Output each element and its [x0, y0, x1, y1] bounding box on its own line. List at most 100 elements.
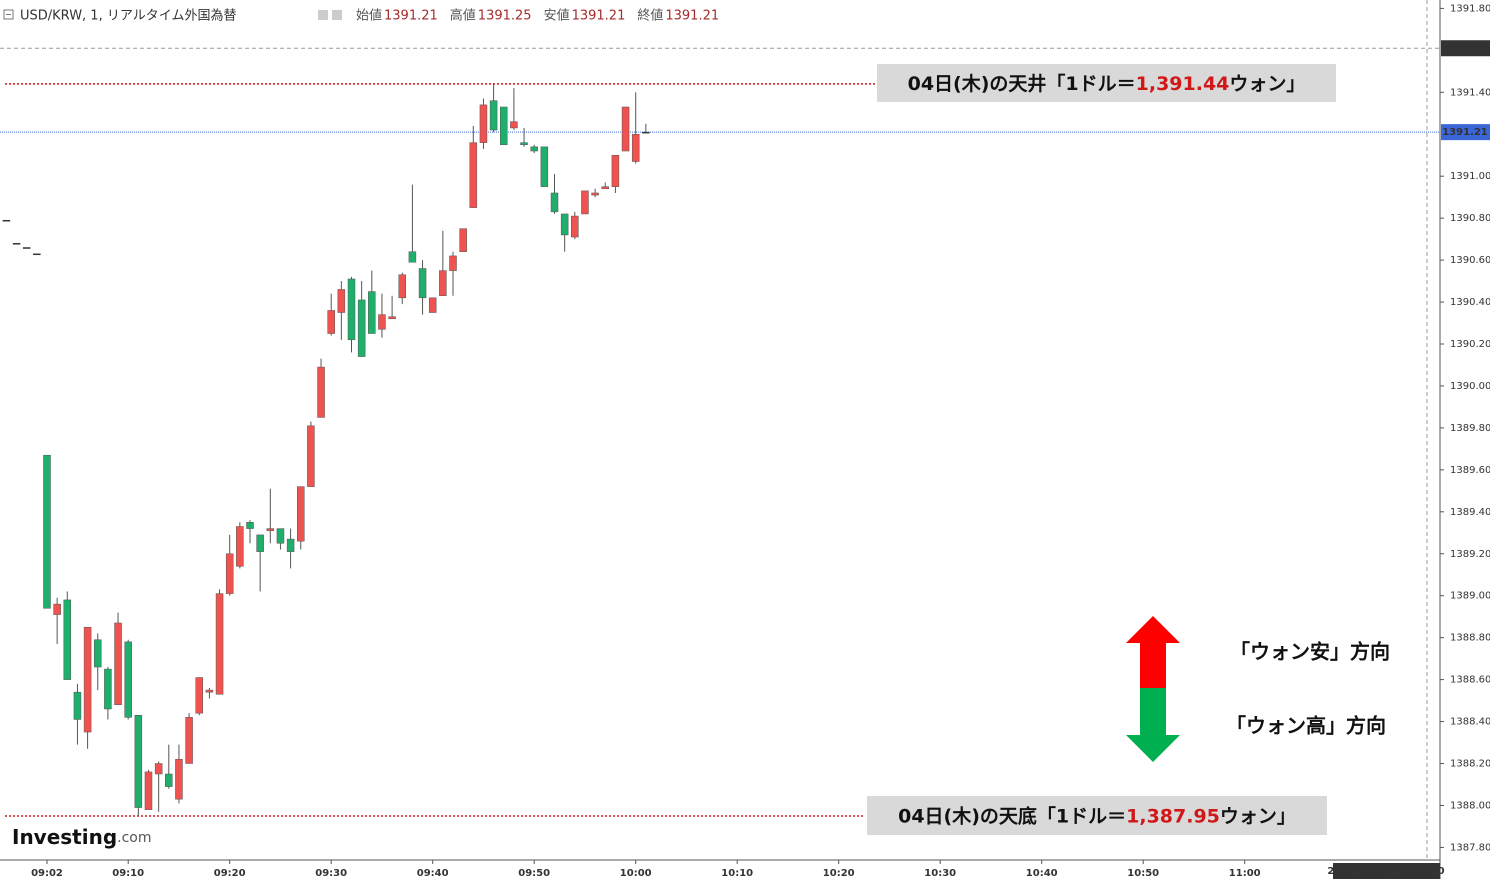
- y-tick-label: 1391.00: [1450, 171, 1490, 182]
- ohlc-value: 1391.21: [665, 9, 719, 24]
- x-tick-label: 11:00: [1229, 868, 1261, 879]
- candle-body: [621, 106, 630, 152]
- last-price: 1391.21: [1442, 127, 1488, 138]
- direction-note: 「ウォン高」方向: [1226, 714, 1386, 738]
- ohlc-value: 1391.21: [384, 9, 438, 24]
- crosshair-time: 2025-09-04 11:18:00: [1327, 866, 1444, 877]
- direction-note: 「ウォン安」方向: [1230, 640, 1390, 664]
- candle-body: [266, 528, 275, 531]
- candle-body: [83, 626, 92, 733]
- candle-body: [175, 759, 183, 800]
- candle-body: [12, 243, 21, 245]
- annotation: 04日(木)の天底「1ドル＝1,387.95ウォン」: [898, 804, 1296, 827]
- y-tick-label: 1388.00: [1450, 800, 1490, 811]
- annotation-prefix: 04日(木)の天井「1ドル＝: [908, 72, 1136, 95]
- candle-body: [368, 291, 376, 334]
- x-tick-label: 09:02: [31, 868, 63, 879]
- candle-body: [236, 526, 244, 567]
- candle-body: [296, 486, 305, 542]
- candle-body: [611, 154, 620, 187]
- candle-body: [317, 366, 325, 418]
- ohlc-value: 1391.21: [572, 9, 626, 24]
- candle-body: [560, 213, 569, 236]
- candle-body: [388, 316, 396, 320]
- candle-body: [104, 668, 112, 710]
- candle-body: [449, 255, 457, 271]
- settings-icon[interactable]: [332, 10, 342, 20]
- annotation-prefix: 04日(木)の天底「1ドル＝: [898, 804, 1126, 827]
- y-tick-label: 1389.60: [1450, 465, 1490, 476]
- candle-body: [307, 425, 315, 487]
- y-tick-label: 1389.00: [1450, 591, 1490, 602]
- candle-body: [530, 146, 538, 152]
- y-tick-label: 1389.80: [1450, 423, 1490, 434]
- x-tick-label: 09:40: [417, 868, 449, 879]
- candle-body: [144, 771, 153, 810]
- annotation-suffix: ウォン」: [1220, 805, 1296, 827]
- down-arrow: [1126, 688, 1180, 762]
- y-tick-label: 1389.40: [1450, 507, 1490, 518]
- candle-body: [631, 133, 640, 162]
- logo-main: Investing: [12, 825, 117, 849]
- collapse-icon[interactable]: [3, 9, 14, 20]
- candle-body: [601, 186, 610, 190]
- candle-body: [439, 270, 447, 297]
- y-tick-label: 1389.20: [1450, 549, 1490, 560]
- candle-body: [185, 717, 193, 764]
- candle-body: [337, 289, 346, 313]
- ohlc-field: 終値: [637, 8, 663, 24]
- ohlc-field: 高値: [450, 8, 476, 24]
- candle-body: [357, 299, 366, 357]
- candle-body: [398, 274, 406, 299]
- candle-body: [225, 553, 234, 594]
- y-tick-label: 1387.80: [1450, 842, 1490, 853]
- last-price-badge: [1441, 124, 1490, 141]
- y-tick-label: 1390.40: [1450, 297, 1490, 308]
- crosshair-price-badge: [1441, 40, 1490, 57]
- candle-body: [124, 641, 132, 718]
- candle-body: [489, 100, 498, 131]
- candle-body: [378, 314, 386, 330]
- candle-body: [205, 689, 214, 693]
- x-tick-label: 09:10: [112, 868, 144, 879]
- candle-body: [571, 215, 579, 238]
- y-tick-label: 1390.60: [1450, 255, 1490, 266]
- candle-body: [642, 131, 650, 134]
- candle-body: [408, 251, 417, 263]
- crosshair-time-badge: [1333, 863, 1440, 879]
- candle-body: [550, 192, 559, 213]
- candle-body: [327, 310, 335, 334]
- y-tick-label: 1390.80: [1450, 213, 1490, 224]
- x-tick-label: 10:20: [823, 868, 855, 879]
- candle-body: [22, 247, 31, 249]
- candle-body: [246, 522, 254, 529]
- candle-body: [2, 219, 11, 222]
- candle-body: [479, 104, 488, 143]
- ohlc-field: 始値: [356, 8, 382, 24]
- annotation-suffix: ウォン」: [1229, 73, 1305, 95]
- crosshair-price: 1391.61: [1442, 43, 1488, 54]
- x-tick-label: 09:50: [518, 868, 550, 879]
- x-tick-label: 10:40: [1026, 868, 1058, 879]
- candle-body: [134, 715, 143, 808]
- candle-body: [93, 639, 102, 668]
- candle-body: [510, 121, 518, 129]
- x-tick-label: 10:10: [721, 868, 753, 879]
- candle-body: [114, 622, 122, 706]
- annotation-value: 1,387.95: [1126, 805, 1220, 827]
- annotation-box: [877, 64, 1336, 102]
- y-tick-label: 1388.60: [1450, 675, 1490, 686]
- candle-body: [33, 253, 41, 256]
- y-tick-label: 1390.20: [1450, 339, 1490, 350]
- annotation: 04日(木)の天井「1ドル＝1,391.44ウォン」: [908, 72, 1306, 95]
- candle-body: [53, 603, 61, 615]
- x-tick-label: 10:30: [924, 868, 956, 879]
- annotation-value: 1,391.44: [1136, 73, 1230, 95]
- candle-body: [428, 297, 437, 313]
- y-tick-label: 1388.80: [1450, 633, 1490, 644]
- candle-body: [347, 278, 356, 341]
- settings-icon[interactable]: [318, 10, 328, 20]
- y-tick-label: 1391.80: [1450, 3, 1490, 14]
- candle-body: [500, 106, 508, 145]
- x-tick-label: 10:00: [620, 868, 652, 879]
